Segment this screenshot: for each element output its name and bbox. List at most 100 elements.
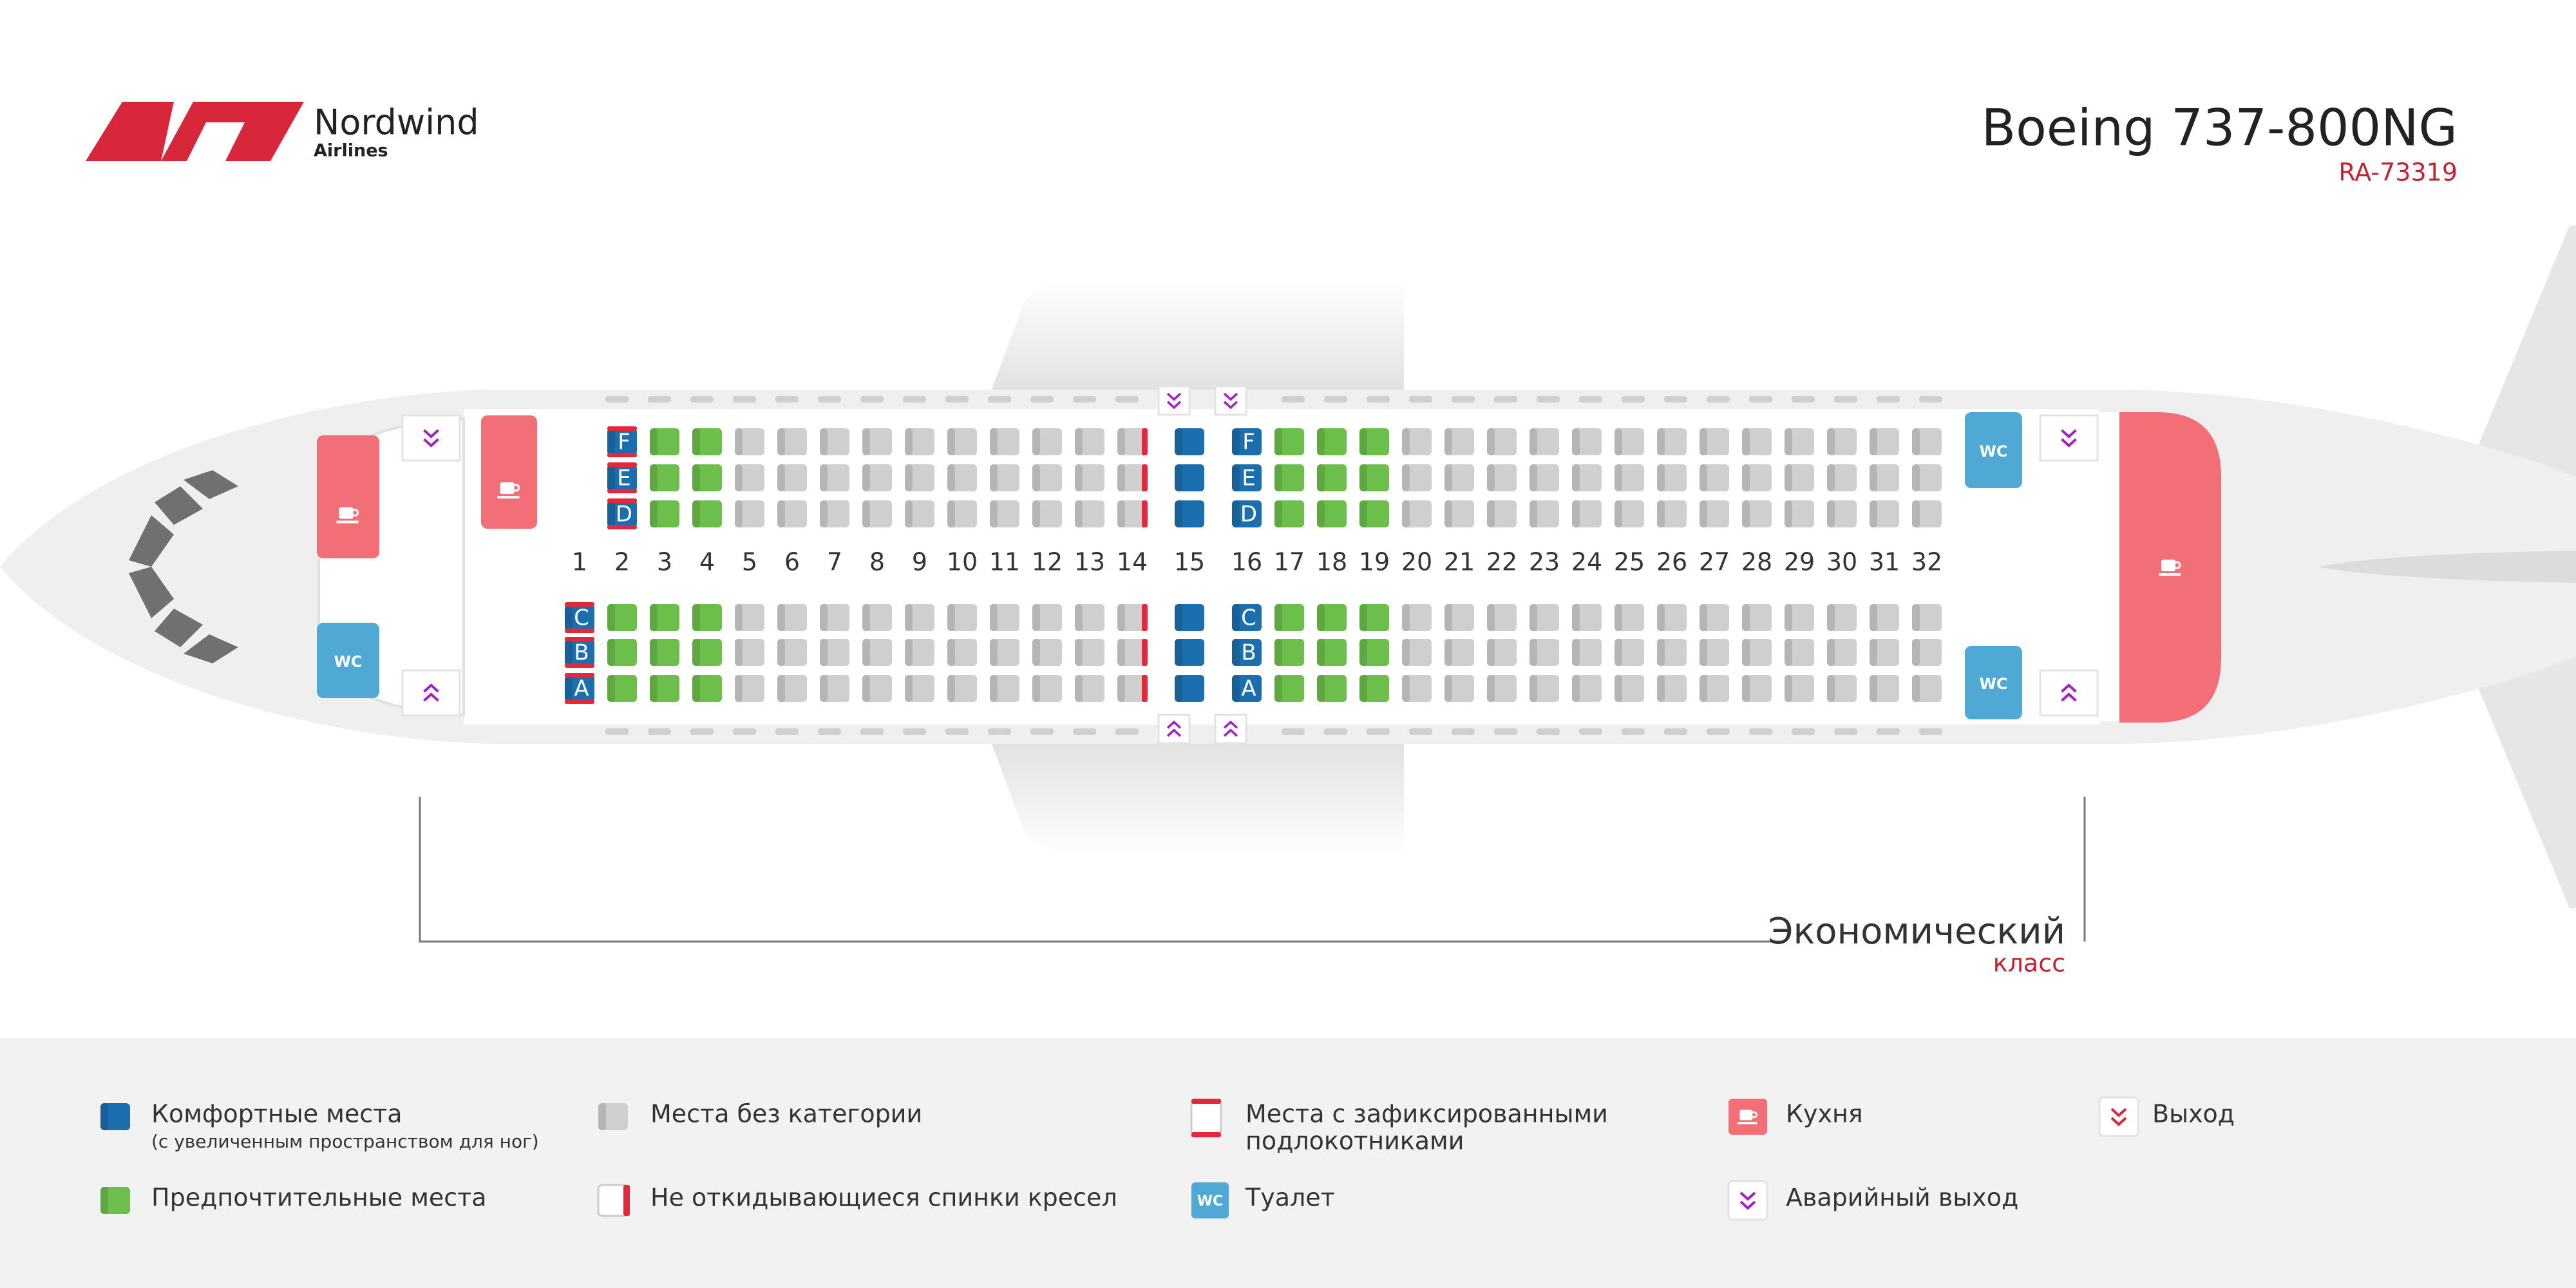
seat-back [1075, 639, 1083, 666]
seat [607, 639, 637, 666]
cup [2161, 560, 2175, 571]
row-number: 21 [1444, 548, 1475, 576]
seat-back [1175, 500, 1182, 527]
cup [339, 507, 354, 519]
seat-cushion [1487, 675, 1517, 702]
seat-cushion [1444, 604, 1474, 631]
seat-back [777, 604, 785, 631]
seat-back [1317, 675, 1325, 702]
window [605, 728, 629, 735]
seat [1572, 639, 1602, 666]
row-number: 14 [1117, 548, 1148, 576]
wc-label: WC [1979, 442, 2007, 460]
legend-text: Места с зафиксированными [1245, 1100, 1608, 1128]
seat [1032, 604, 1062, 631]
seat-cushion [1232, 464, 1262, 491]
chevron [423, 438, 439, 448]
window [1792, 728, 1815, 735]
seat-back [1870, 675, 1877, 702]
row-number: 28 [1741, 548, 1772, 576]
chevron [1166, 392, 1182, 401]
seat-cushion [1317, 639, 1347, 666]
seat-back [1175, 604, 1182, 631]
seat [1870, 500, 1899, 527]
seat-cushion [1742, 428, 1772, 455]
seat-back [1827, 639, 1835, 666]
window [1115, 728, 1139, 735]
seat [1317, 639, 1347, 666]
row-number: 3 [657, 548, 672, 576]
seat-back [735, 428, 743, 455]
seat [990, 639, 1019, 666]
seat-cushion [1444, 464, 1474, 491]
row-number: 16 [1231, 548, 1262, 576]
seat-cushion [1402, 604, 1432, 631]
window [733, 396, 756, 402]
window [818, 396, 841, 402]
seat-letter: E [617, 466, 630, 491]
seat-cushion [598, 1103, 628, 1130]
seat [1032, 428, 1062, 455]
seat [650, 604, 679, 631]
seat-back [905, 428, 913, 455]
saucer [1737, 1122, 1757, 1124]
seat-cushion [1359, 464, 1389, 491]
chevron [423, 692, 439, 702]
seat-cushion [947, 500, 977, 527]
seat-back [650, 675, 658, 702]
seat-cushion [1572, 675, 1602, 702]
seat-letter: C [574, 605, 589, 631]
seat-back [1657, 464, 1665, 491]
wc-label: WC [1979, 675, 2007, 693]
row-number: 27 [1699, 548, 1730, 576]
wing [992, 277, 1404, 390]
chevron [2061, 438, 2077, 448]
row-number: 32 [1911, 548, 1942, 576]
seat [1530, 604, 1559, 631]
seat-cushion [1870, 500, 1899, 527]
seat-cushion [1274, 428, 1304, 455]
seat-cushion [607, 639, 637, 666]
seat [1317, 464, 1347, 491]
seat-back [1530, 428, 1537, 455]
seat-cushion [947, 675, 977, 702]
row-number: 19 [1359, 548, 1390, 576]
seat [1402, 464, 1432, 491]
seat-back [947, 464, 955, 491]
seat-back [1232, 604, 1240, 631]
seat: E [607, 462, 637, 493]
seat-back [1444, 500, 1452, 527]
seat [947, 464, 977, 491]
window [1622, 728, 1645, 735]
seat-back [1827, 464, 1835, 491]
wc: WC [1965, 412, 2022, 488]
seat [1615, 639, 1644, 666]
window [605, 396, 629, 402]
seat-back [1359, 675, 1367, 702]
seat-cushion [1402, 675, 1432, 702]
seat [692, 639, 722, 666]
seat-cushion [1032, 428, 1062, 455]
seat [1487, 500, 1517, 527]
seat-cushion [1657, 675, 1687, 702]
seat [1032, 500, 1062, 527]
no-recline [1142, 675, 1148, 702]
seat-cushion [905, 500, 934, 527]
seat [1117, 604, 1148, 631]
seat-cushion [1615, 675, 1644, 702]
seat-back [862, 604, 870, 631]
galley [2119, 412, 2221, 723]
seat-cushion [1075, 604, 1104, 631]
seat-back [1359, 500, 1367, 527]
seat [692, 500, 722, 527]
seat [692, 464, 722, 491]
seat [1657, 464, 1687, 491]
seat-back [735, 675, 743, 702]
seat-cushion [1615, 500, 1644, 527]
seat-back [1912, 464, 1920, 491]
seat [100, 1103, 130, 1130]
seat-back [905, 675, 913, 702]
seat-back [1912, 500, 1920, 527]
seat [1402, 675, 1432, 702]
seat [905, 464, 934, 491]
